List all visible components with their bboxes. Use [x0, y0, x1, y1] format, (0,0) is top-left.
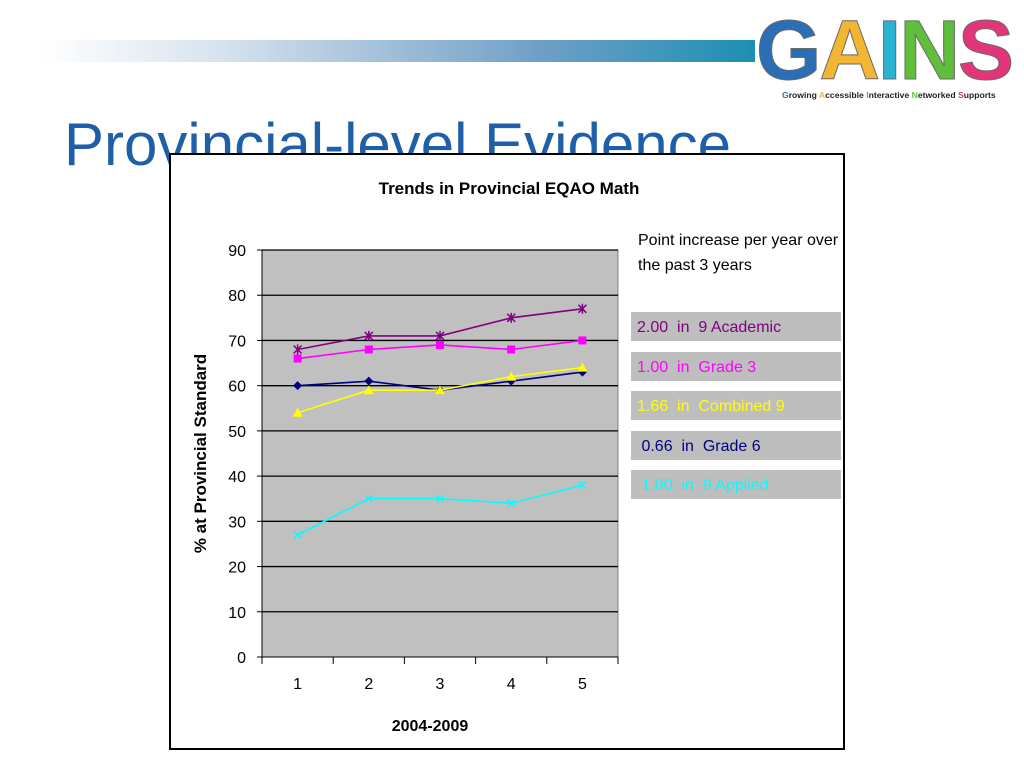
- data-point: [435, 330, 445, 341]
- y-tick-label: 80: [228, 288, 246, 305]
- data-point: [578, 336, 587, 345]
- y-tick-label: 20: [228, 560, 246, 577]
- data-point: [364, 330, 374, 341]
- y-tick-label: 50: [228, 424, 246, 441]
- logo-letter: G: [755, 3, 821, 98]
- tagline-initial: S: [957, 90, 964, 100]
- tagline-initial: A: [818, 90, 826, 100]
- data-point: [506, 312, 516, 323]
- data-point: [577, 303, 587, 314]
- increase-box: 1.00 in Grade 3: [630, 350, 842, 382]
- data-point: [436, 340, 444, 349]
- y-tick-label: 30: [228, 514, 246, 531]
- plot-area: [261, 249, 619, 658]
- y-tick-label: 0: [237, 650, 246, 667]
- tagline-initial: N: [911, 90, 918, 100]
- logo-letter: S: [958, 3, 1015, 98]
- tagline-initial: I: [866, 90, 869, 100]
- increase-box: 2.00 in 9 Academic: [630, 311, 842, 342]
- increase-box: 0.66 in Grade 6: [630, 429, 842, 461]
- data-point: [578, 481, 587, 490]
- data-point: [507, 345, 516, 354]
- x-axis-label: 2004-2009: [392, 718, 469, 735]
- tagline-word: etworked: [917, 90, 958, 100]
- y-tick-label: 90: [228, 243, 246, 260]
- chart-panel: Trends in Provincial EQAO Math 0 10 20 30 40 5…: [169, 153, 845, 750]
- logo-letter: N: [899, 3, 961, 98]
- tagline-initial: G: [782, 90, 789, 100]
- data-point: [293, 354, 302, 363]
- logo-letter: A: [819, 3, 881, 98]
- x-tick-label: 3: [436, 676, 445, 693]
- chart-title: Trends in Provincial EQAO Math: [379, 179, 640, 198]
- x-tick-label: 1: [293, 676, 302, 693]
- tagline-word: rowing: [788, 90, 819, 100]
- data-point: [364, 376, 374, 386]
- increase-box: 1.66 in Combined 9: [630, 390, 842, 421]
- data-point: [293, 381, 303, 391]
- increase-note: Point increase per year over the past 3 …: [638, 232, 839, 274]
- y-tick-label: 40: [228, 469, 246, 486]
- data-point: [363, 385, 374, 395]
- data-point: [292, 407, 303, 417]
- logo-wordmark: GAINS: [755, 2, 1015, 99]
- tagline-word: ccessible: [825, 90, 867, 100]
- y-axis-label: % at Provincial Standard: [191, 354, 210, 553]
- x-tick-label: 5: [578, 676, 587, 693]
- y-tick-label: 70: [228, 333, 246, 350]
- tagline-word: upports: [963, 90, 996, 100]
- line-chart: Trends in Provincial EQAO Math 0 10 20 30 40 5…: [191, 179, 640, 735]
- y-tick-label: 60: [228, 379, 246, 396]
- title-accent-bar: [40, 40, 755, 62]
- logo-tagline: Growing Accessible Interactive Networked…: [782, 90, 996, 100]
- data-point: [364, 494, 373, 503]
- logo-letter: I: [878, 3, 902, 98]
- x-tick-label: 4: [507, 676, 516, 693]
- data-point: [506, 371, 517, 381]
- data-point: [435, 385, 445, 395]
- data-point: [577, 362, 588, 372]
- data-point: [507, 499, 516, 508]
- data-point: [364, 345, 373, 354]
- increase-box: 1.00 in 9 Applied: [630, 469, 842, 500]
- data-point: [293, 530, 302, 539]
- gains-logo: GAINS Growing Accessible Interactive Net…: [752, 3, 1014, 104]
- tagline-word: nteractive: [868, 90, 912, 100]
- data-point: [435, 494, 445, 503]
- y-tick-label: 10: [228, 605, 246, 622]
- data-point: [293, 344, 303, 355]
- x-tick-label: 2: [364, 676, 373, 693]
